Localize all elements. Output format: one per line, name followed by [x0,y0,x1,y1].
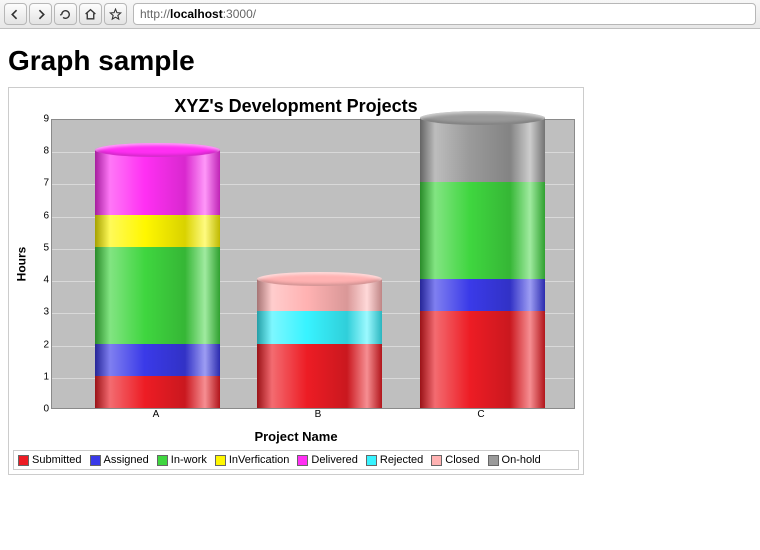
y-tick: 1 [43,371,49,382]
y-tick: 6 [43,210,49,221]
bookmark-button[interactable] [104,3,127,25]
legend-label: InVerfication [229,454,290,466]
star-icon [109,8,122,21]
legend-swatch [488,455,499,466]
segment-assigned [95,344,220,376]
home-icon [84,8,97,21]
x-tick: C [477,409,484,420]
legend-swatch [215,455,226,466]
legend-swatch [157,455,168,466]
segment-submitted [95,376,220,408]
segment-on-hold [420,118,545,182]
segment-rejected [257,311,382,343]
legend-label: In-work [171,454,207,466]
legend-label: Assigned [104,454,149,466]
legend-item-inverfication: InVerfication [215,454,290,466]
back-button[interactable] [4,3,27,25]
legend-label: On-hold [502,454,541,466]
legend-swatch [431,455,442,466]
x-tick: B [315,409,322,420]
y-tick: 4 [43,275,49,286]
url-field[interactable]: http://localhost:3000/ [133,3,756,25]
legend-label: Rejected [380,454,423,466]
y-tick: 2 [43,339,49,350]
x-axis-ticks: A B C [51,409,575,425]
home-button[interactable] [79,3,102,25]
bar-B [257,279,382,408]
legend-swatch [297,455,308,466]
page-content: Graph sample XYZ's Development Projects … [0,29,760,483]
legend-swatch [366,455,377,466]
y-axis-label-wrap: Hours [11,119,31,409]
legend-label: Delivered [311,454,357,466]
reload-icon [59,8,72,21]
legend-label: Submitted [32,454,82,466]
y-tick: 5 [43,242,49,253]
segment-submitted [420,311,545,408]
bar-C [420,118,545,408]
page-title: Graph sample [8,45,752,77]
legend-item-delivered: Delivered [297,454,357,466]
bar-cap [257,272,382,286]
forward-button[interactable] [29,3,52,25]
legend-item-closed: Closed [431,454,479,466]
y-tick: 8 [43,146,49,157]
legend-item-rejected: Rejected [366,454,423,466]
legend-item-on-hold: On-hold [488,454,541,466]
x-tick: A [153,409,160,420]
plot-area [51,119,575,409]
y-tick: 0 [43,404,49,415]
legend-swatch [90,455,101,466]
y-axis-label: Hours [14,247,28,282]
url-rest: :3000/ [223,7,256,21]
legend-item-submitted: Submitted [18,454,82,466]
y-axis-ticks: 0123456789 [31,119,51,409]
arrow-left-icon [9,8,22,21]
legend-item-assigned: Assigned [90,454,149,466]
segment-delivered [95,150,220,214]
segment-in-work [420,182,545,279]
legend-swatch [18,455,29,466]
arrow-right-icon [34,8,47,21]
segment-submitted [257,344,382,408]
segment-in-work [95,247,220,344]
x-axis-label: Project Name [11,429,581,444]
chart-frame: XYZ's Development Projects Hours 0123456… [8,87,584,475]
y-tick: 9 [43,114,49,125]
bar-A [95,150,220,408]
legend-label: Closed [445,454,479,466]
browser-toolbar: http://localhost:3000/ [0,0,760,29]
url-prefix: http:// [140,7,170,21]
bar-cap [420,111,545,125]
legend-item-in-work: In-work [157,454,207,466]
segment-inverfication [95,215,220,247]
y-tick: 3 [43,307,49,318]
url-host: localhost [170,7,223,21]
y-tick: 7 [43,178,49,189]
reload-button[interactable] [54,3,77,25]
segment-assigned [420,279,545,311]
legend: Submitted Assigned In-work InVerfication Del… [13,450,579,470]
